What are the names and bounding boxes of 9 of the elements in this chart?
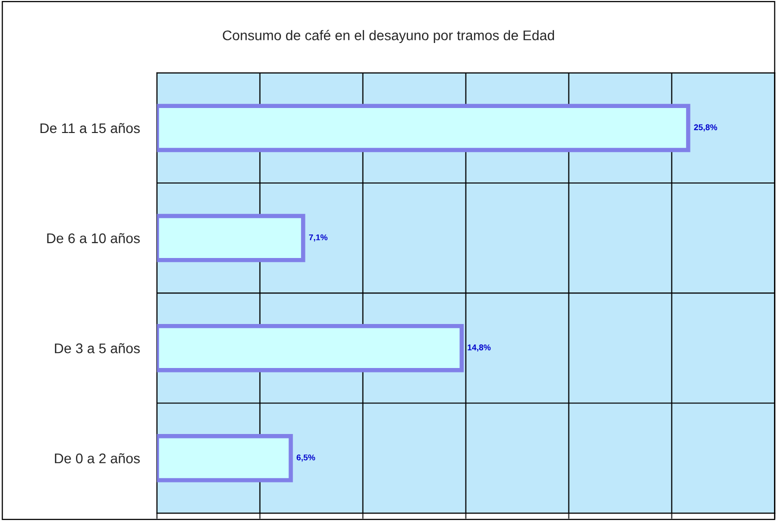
- data-label: 6,5%: [296, 454, 316, 462]
- y-tick-label: De 0 a 2 años: [54, 453, 140, 464]
- data-label: 7,1%: [309, 234, 328, 242]
- y-tick-label: De 3 a 5 años: [54, 343, 140, 354]
- data-label: 14,8%: [468, 344, 491, 352]
- data-label: 25,8%: [694, 124, 718, 132]
- y-tick-label: De 11 a 15 años: [40, 123, 140, 134]
- chart-title: Consumo de café en el desayuno por tramos de Edad: [222, 30, 554, 44]
- y-tick-label: De 6 a 10 años: [47, 233, 140, 244]
